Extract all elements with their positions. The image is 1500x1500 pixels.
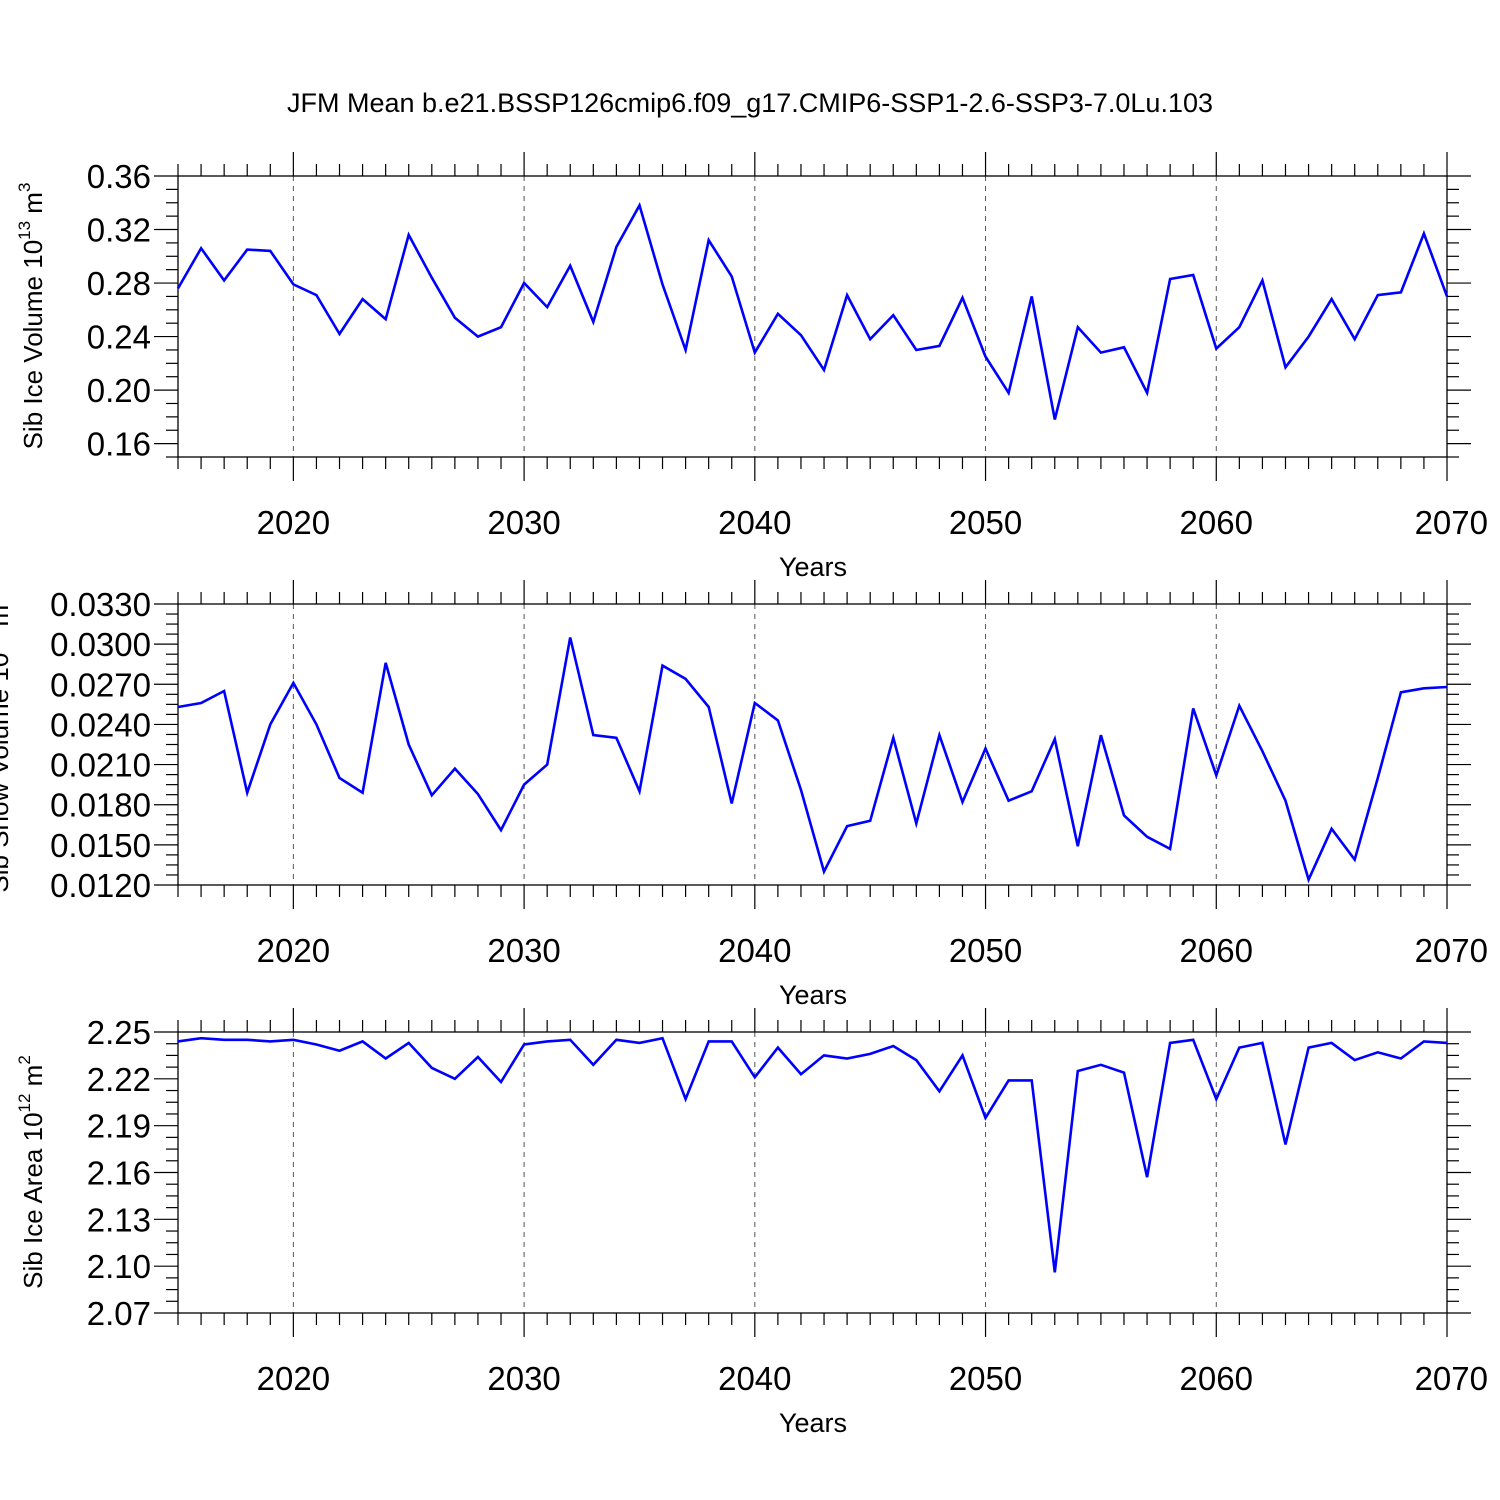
x-tick-label: 2030 [487,504,560,541]
x-tick-label: 2060 [1180,1360,1253,1397]
y-tick-label: 0.0180 [50,787,151,824]
y-tick-label: 0.16 [87,426,151,463]
x-tick-label: 2030 [487,932,560,969]
x-tick-label: 2030 [487,1360,560,1397]
x-tick-label: 2050 [949,504,1022,541]
x-tick-label: 2070 [1415,1360,1488,1397]
x-tick-label: 2020 [257,932,330,969]
x-tick-label: 2070 [1415,932,1488,969]
x-axis-label: Years [779,980,847,1010]
panel-ice-volume: Sib Ice Volume 1013 m3 Years 0.16 0.20 0.2… [15,152,1488,582]
y-tick-label: 0.0150 [50,827,151,864]
y-tick-label: 0.0210 [50,747,151,784]
x-axis-label: Years [779,1408,847,1438]
plot-frame [177,175,1448,458]
y-axis-label: Sib Ice Area 1012 m2 [15,1055,48,1289]
y-tick-label: 2.22 [87,1061,151,1098]
x-tick-label: 2060 [1180,932,1253,969]
y-tick-label: 0.0330 [50,586,151,623]
y-tick-label: 2.19 [87,1108,151,1145]
y-tick-label: 2.25 [87,1014,151,1051]
y-tick-label: 0.0120 [50,867,151,904]
y-axis-label: Sib Snow Volume 1013 m3 [0,595,14,892]
x-axis-label: Years [779,552,847,582]
x-tick-label: 2020 [257,1360,330,1397]
x-tick-label: 2050 [949,932,1022,969]
y-tick-label: 2.10 [87,1248,151,1285]
series-line [176,202,1449,420]
x-tick-label: 2060 [1180,504,1253,541]
figure-title: JFM Mean b.e21.BSSP126cmip6.f09_g17.CMIP… [287,88,1213,118]
y-tick-label: 2.13 [87,1201,151,1238]
x-tick-label: 2050 [949,1360,1022,1397]
plot-frame [177,603,1448,886]
y-axis-label: Sib Ice Volume 1013 m3 [15,183,48,450]
y-tick-label: 2.16 [87,1155,151,1192]
series-line [177,637,1448,884]
y-tick-label: 0.0300 [50,626,151,663]
x-tick-label: 2040 [718,1360,791,1397]
y-tick-label: 0.20 [87,372,151,409]
y-tick-label: 0.0270 [50,666,151,703]
y-tick-label: 0.36 [87,158,151,195]
y-tick-label: 0.24 [87,319,151,356]
series-line [177,1036,1448,1273]
x-tick-label: 2040 [718,932,791,969]
x-tick-label: 2020 [257,504,330,541]
y-tick-label: 0.0240 [50,706,151,743]
y-tick-label: 0.32 [87,212,151,249]
y-tick-label: 2.07 [87,1295,151,1332]
panel-ice-area: Sib Ice Area 1012 m2 Years 2.07 2.10 2.13 2… [15,1008,1488,1438]
x-tick-label: 2070 [1415,504,1488,541]
x-tick-label: 2040 [718,504,791,541]
panel-snow-volume: Sib Snow Volume 1013 m3 Years 0.01200.01… [0,580,1488,1010]
y-tick-label: 0.28 [87,265,151,302]
plot-frame [177,1031,1448,1314]
